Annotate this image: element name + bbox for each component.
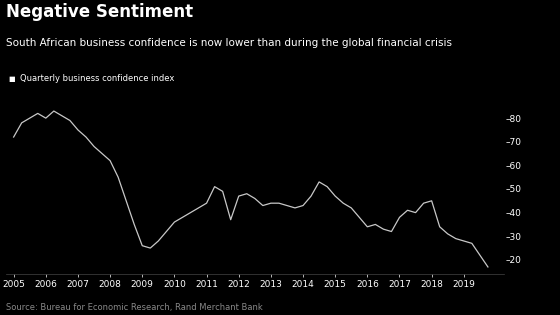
Text: Quarterly business confidence index: Quarterly business confidence index: [20, 74, 174, 83]
Text: Negative Sentiment: Negative Sentiment: [6, 3, 193, 21]
Text: Source: Bureau for Economic Research, Rand Merchant Bank: Source: Bureau for Economic Research, Ra…: [6, 303, 262, 312]
Text: ■: ■: [8, 76, 15, 82]
Text: South African business confidence is now lower than during the global financial : South African business confidence is now…: [6, 38, 451, 48]
